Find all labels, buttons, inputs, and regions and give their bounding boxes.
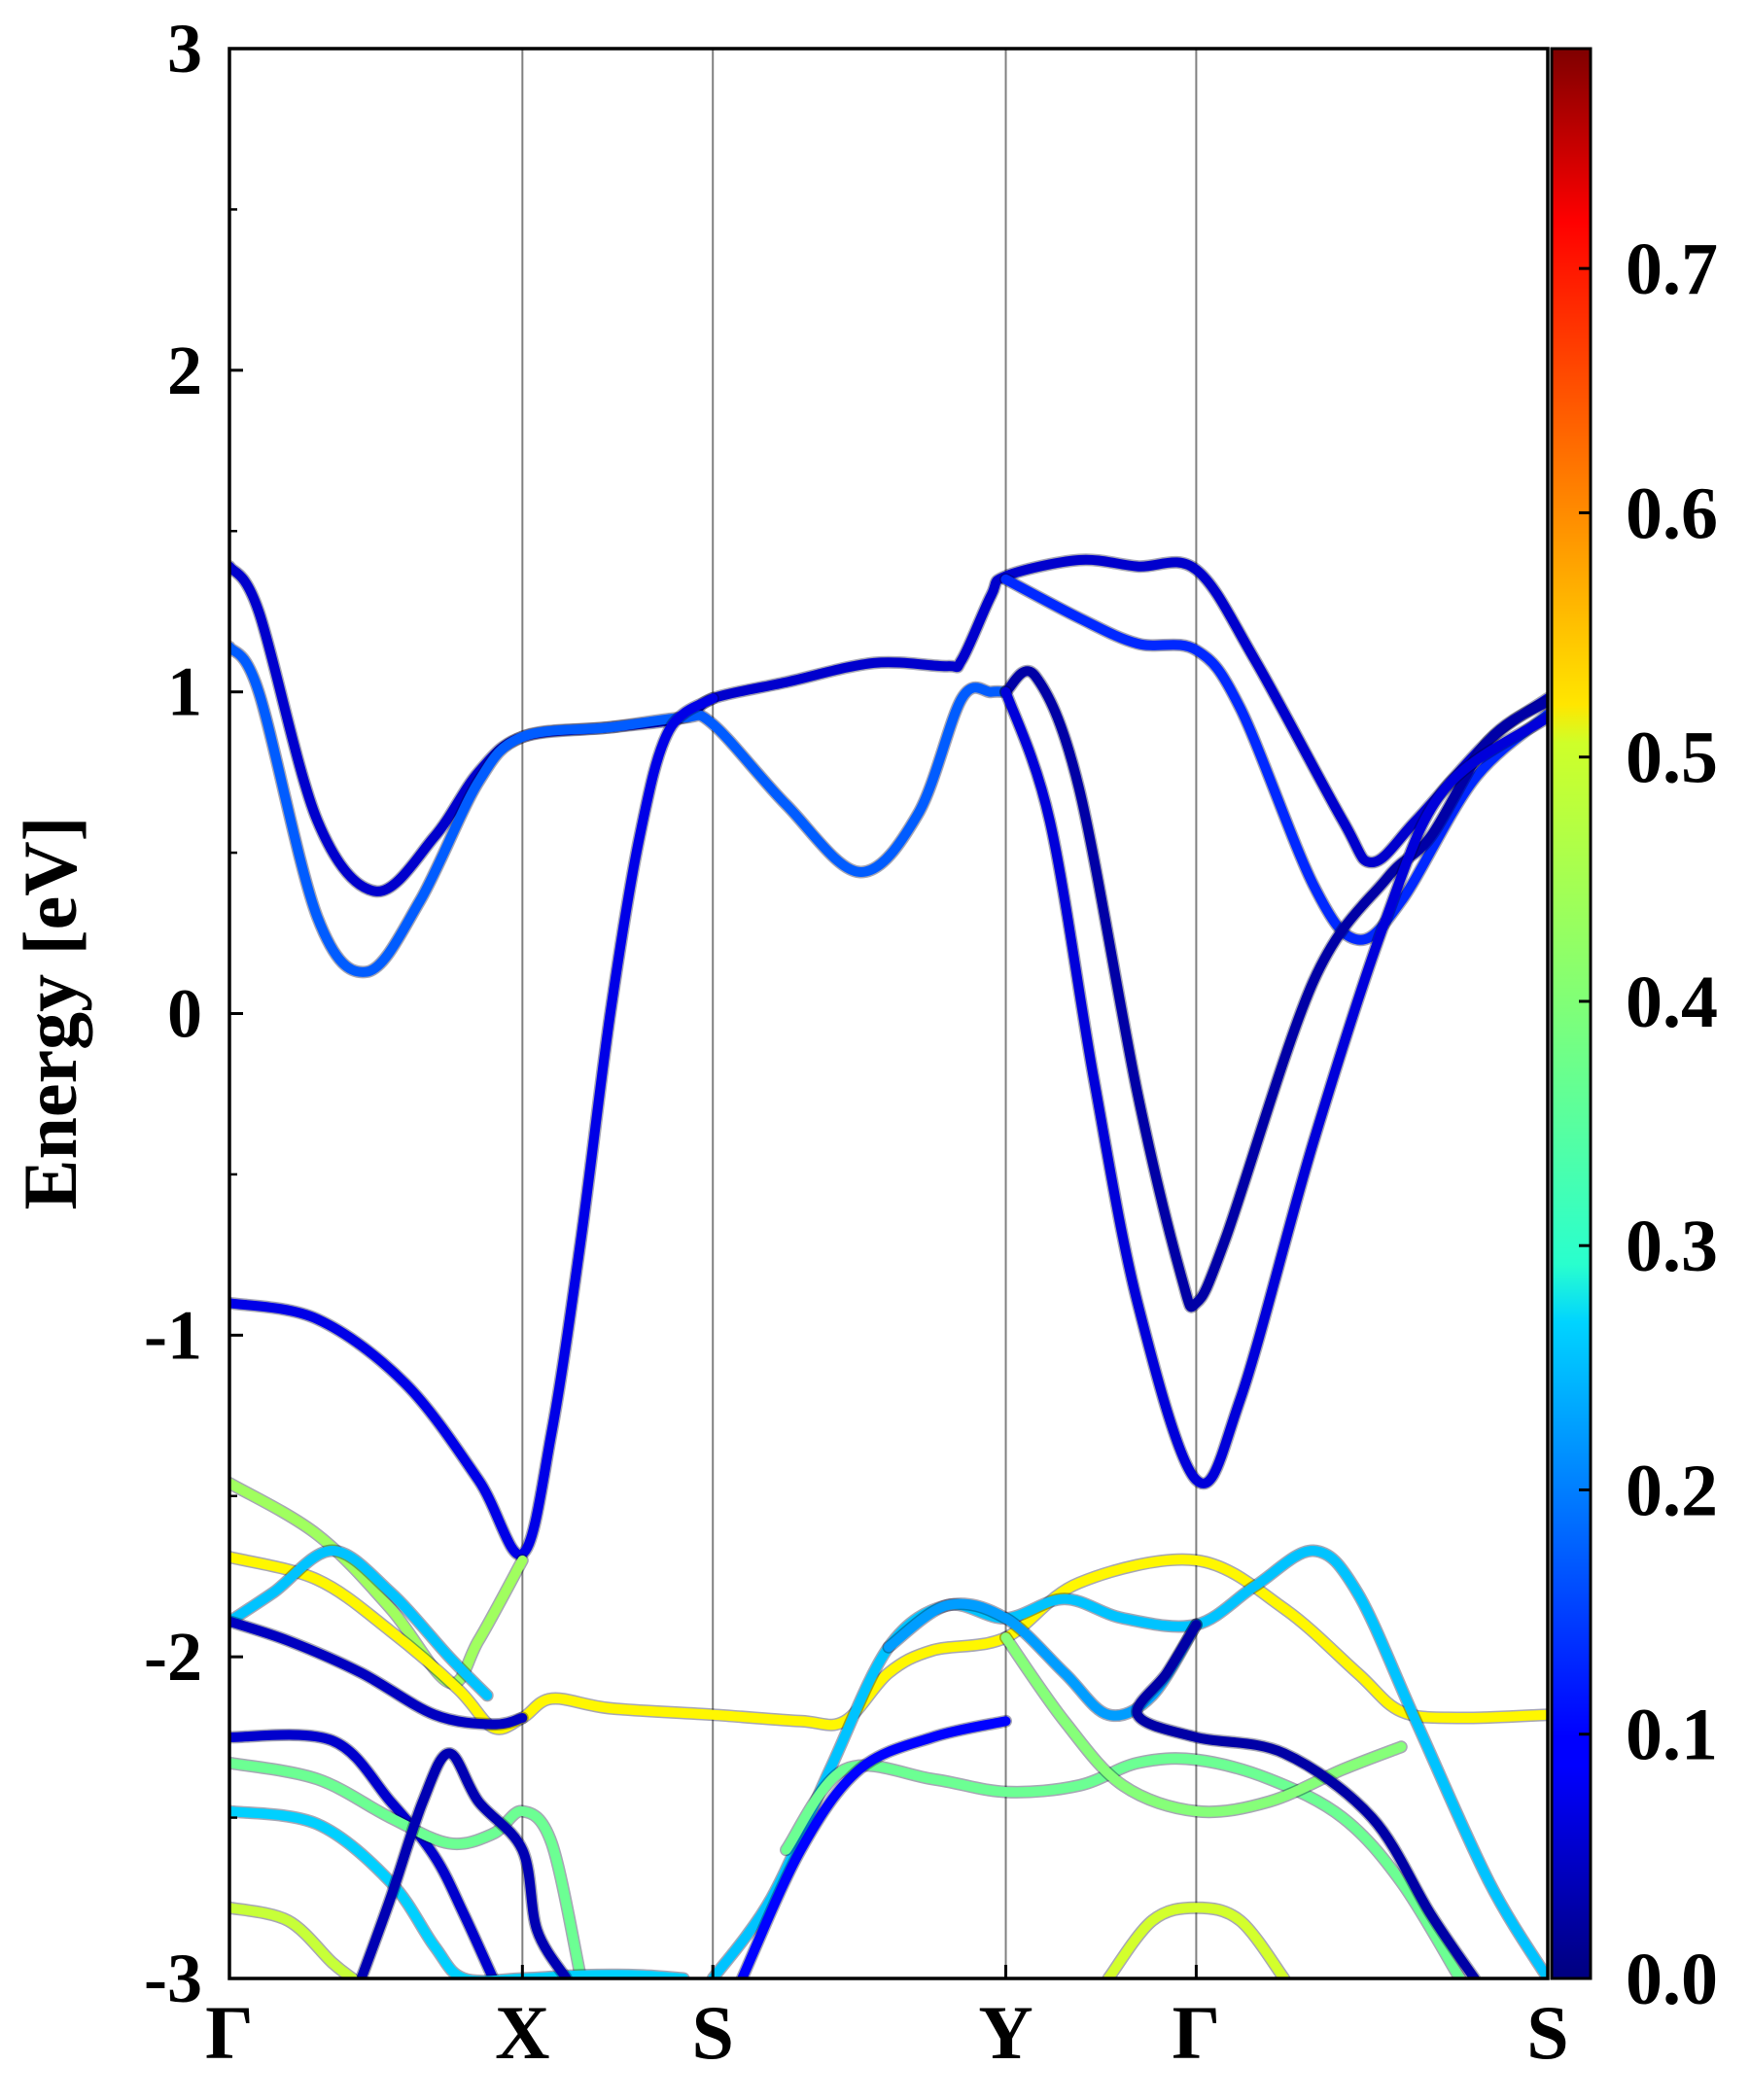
kpoint-label: X [495,1990,549,2075]
y-axis-ticks: -3 -2 -1 0 1 2 3 [144,10,243,2017]
colorbar-tick-label: 0.6 [1626,472,1718,554]
band-19 [356,1748,572,1978]
band-2 [1000,574,1548,945]
band-5 [229,693,718,1560]
y-tick-label: -2 [144,1618,202,1696]
kpoint-label: Γ [1172,1990,1221,2075]
band-21 [1103,1903,1289,1978]
colorbar-tick-label: 0.1 [1626,1695,1718,1776]
band-15 [737,1716,1011,1978]
colorbar: 0.0 0.1 0.2 0.3 0.4 0.5 0.6 0.7 [1550,47,1718,2020]
band-0 [229,554,1548,896]
band-outline-19 [355,1746,573,1978]
y-tick-label: -3 [144,1940,202,2017]
colorbar-ticks: 0.0 0.1 0.2 0.3 0.4 0.5 0.6 0.7 [1579,228,1718,2020]
bands-group [229,553,1548,1978]
kpoint-label: Y [978,1990,1032,2075]
kpoint-label: Γ [205,1990,254,2075]
band-8 [229,1546,493,1700]
y-tick-label: 1 [167,653,202,731]
y-axis-label: Energy [eV] [8,816,92,1209]
band-17 [229,1758,586,1978]
band-16 [229,1730,499,1978]
band-20 [229,1903,358,1978]
band-1 [229,642,1011,977]
band-12 [781,1753,1465,1978]
high-symmetry-lines [521,49,1198,1978]
band-9 [229,1616,528,1730]
colorbar-tick-label: 0.7 [1626,228,1718,310]
band-outline-1 [229,640,1012,979]
y-tick-label: 3 [167,10,202,88]
band-10 [708,1546,1548,1978]
y-tick-label: 0 [167,975,202,1053]
colorbar-tick-label: 0.5 [1626,718,1718,799]
kpoint-label: S [692,1990,734,2075]
colorbar-tick-label: 0.4 [1626,962,1718,1043]
colorbar-tick-label: 0.2 [1626,1450,1718,1531]
band-3 [1000,666,1548,1312]
band-13 [1000,1632,1407,1817]
colorbar-tick-label: 0.0 [1626,1939,1718,2020]
band-6 [229,1478,528,1689]
y-tick-label: -1 [144,1296,202,1374]
kpoint-label: S [1526,1990,1568,2075]
band-4 [1000,686,1548,1488]
band-14 [1132,1620,1480,1978]
colorbar-gradient [1550,47,1592,1980]
colorbar-tick-label: 0.3 [1626,1206,1718,1287]
y-tick-label: 2 [167,332,202,409]
band-18 [229,1806,689,1978]
